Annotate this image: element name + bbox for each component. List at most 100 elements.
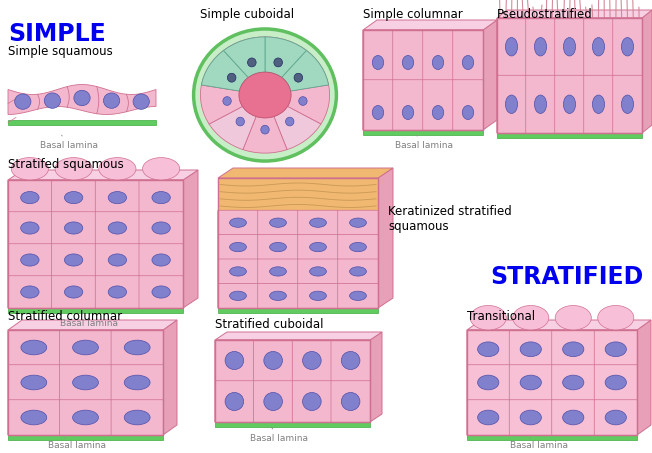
- Ellipse shape: [299, 96, 307, 106]
- Ellipse shape: [621, 38, 634, 56]
- Ellipse shape: [225, 392, 244, 410]
- Ellipse shape: [478, 375, 499, 390]
- FancyBboxPatch shape: [59, 365, 111, 400]
- FancyBboxPatch shape: [111, 400, 163, 435]
- FancyBboxPatch shape: [292, 381, 331, 422]
- FancyBboxPatch shape: [363, 30, 393, 80]
- Text: SIMPLE: SIMPLE: [8, 22, 106, 46]
- Ellipse shape: [65, 254, 83, 266]
- FancyBboxPatch shape: [59, 400, 111, 435]
- Ellipse shape: [605, 342, 627, 357]
- Polygon shape: [265, 37, 306, 77]
- FancyBboxPatch shape: [497, 18, 526, 76]
- Polygon shape: [209, 106, 256, 149]
- Ellipse shape: [108, 222, 126, 234]
- FancyBboxPatch shape: [338, 210, 378, 235]
- Text: STRATIFIED: STRATIFIED: [490, 265, 644, 289]
- Ellipse shape: [230, 267, 246, 276]
- Ellipse shape: [605, 410, 627, 425]
- Polygon shape: [378, 168, 393, 308]
- Ellipse shape: [133, 94, 149, 109]
- FancyBboxPatch shape: [292, 340, 331, 381]
- Ellipse shape: [294, 73, 303, 82]
- Polygon shape: [467, 320, 651, 330]
- Ellipse shape: [21, 222, 39, 234]
- Ellipse shape: [310, 267, 327, 276]
- Bar: [467, 435, 637, 440]
- Ellipse shape: [55, 158, 92, 180]
- Ellipse shape: [556, 305, 591, 330]
- Polygon shape: [8, 320, 177, 330]
- Bar: [467, 330, 637, 435]
- Ellipse shape: [478, 342, 499, 357]
- FancyBboxPatch shape: [52, 244, 96, 276]
- Polygon shape: [370, 332, 382, 422]
- FancyBboxPatch shape: [393, 30, 423, 80]
- Bar: [8, 120, 156, 125]
- Ellipse shape: [225, 352, 244, 370]
- Polygon shape: [201, 50, 248, 91]
- FancyBboxPatch shape: [139, 180, 183, 212]
- FancyBboxPatch shape: [95, 180, 140, 212]
- Polygon shape: [274, 106, 321, 149]
- Ellipse shape: [239, 72, 291, 118]
- FancyBboxPatch shape: [8, 276, 52, 308]
- Bar: [8, 435, 163, 440]
- Ellipse shape: [372, 56, 383, 69]
- Ellipse shape: [310, 291, 327, 300]
- Bar: [8, 308, 183, 313]
- Polygon shape: [637, 320, 651, 435]
- Bar: [497, 133, 642, 138]
- FancyBboxPatch shape: [509, 330, 552, 365]
- Ellipse shape: [269, 267, 286, 276]
- Bar: [215, 340, 370, 422]
- Ellipse shape: [72, 410, 98, 425]
- Bar: [8, 180, 183, 308]
- FancyBboxPatch shape: [298, 259, 338, 284]
- Ellipse shape: [470, 305, 507, 330]
- Ellipse shape: [605, 375, 627, 390]
- Ellipse shape: [563, 38, 576, 56]
- Ellipse shape: [349, 291, 366, 300]
- FancyBboxPatch shape: [552, 330, 595, 365]
- Bar: [218, 308, 378, 313]
- Ellipse shape: [230, 291, 246, 300]
- Ellipse shape: [462, 106, 474, 120]
- Polygon shape: [483, 20, 497, 130]
- Ellipse shape: [402, 106, 414, 120]
- Ellipse shape: [194, 29, 336, 161]
- Ellipse shape: [11, 158, 48, 180]
- Text: Pseudostratified: Pseudostratified: [497, 8, 593, 21]
- Polygon shape: [363, 20, 497, 30]
- Ellipse shape: [342, 392, 360, 410]
- FancyBboxPatch shape: [218, 210, 258, 235]
- Ellipse shape: [462, 56, 474, 69]
- Polygon shape: [215, 332, 382, 340]
- FancyBboxPatch shape: [139, 276, 183, 308]
- Polygon shape: [243, 116, 287, 153]
- Text: Stratifed squamous: Stratifed squamous: [8, 158, 124, 171]
- FancyBboxPatch shape: [331, 381, 370, 422]
- FancyBboxPatch shape: [509, 400, 552, 435]
- Polygon shape: [282, 50, 329, 91]
- Polygon shape: [224, 37, 265, 77]
- Polygon shape: [163, 320, 177, 435]
- Ellipse shape: [152, 192, 170, 204]
- Ellipse shape: [21, 286, 39, 298]
- Ellipse shape: [261, 125, 269, 134]
- FancyBboxPatch shape: [467, 330, 510, 365]
- Ellipse shape: [505, 95, 518, 113]
- Ellipse shape: [478, 410, 499, 425]
- FancyBboxPatch shape: [52, 180, 96, 212]
- Bar: [363, 30, 483, 130]
- Text: Basal lamina: Basal lamina: [60, 313, 118, 328]
- Polygon shape: [8, 85, 156, 115]
- Ellipse shape: [228, 73, 236, 82]
- FancyBboxPatch shape: [298, 284, 338, 308]
- Ellipse shape: [264, 352, 282, 370]
- Ellipse shape: [108, 286, 126, 298]
- FancyBboxPatch shape: [298, 210, 338, 235]
- Bar: [218, 178, 378, 211]
- FancyBboxPatch shape: [218, 235, 258, 260]
- Ellipse shape: [432, 106, 444, 120]
